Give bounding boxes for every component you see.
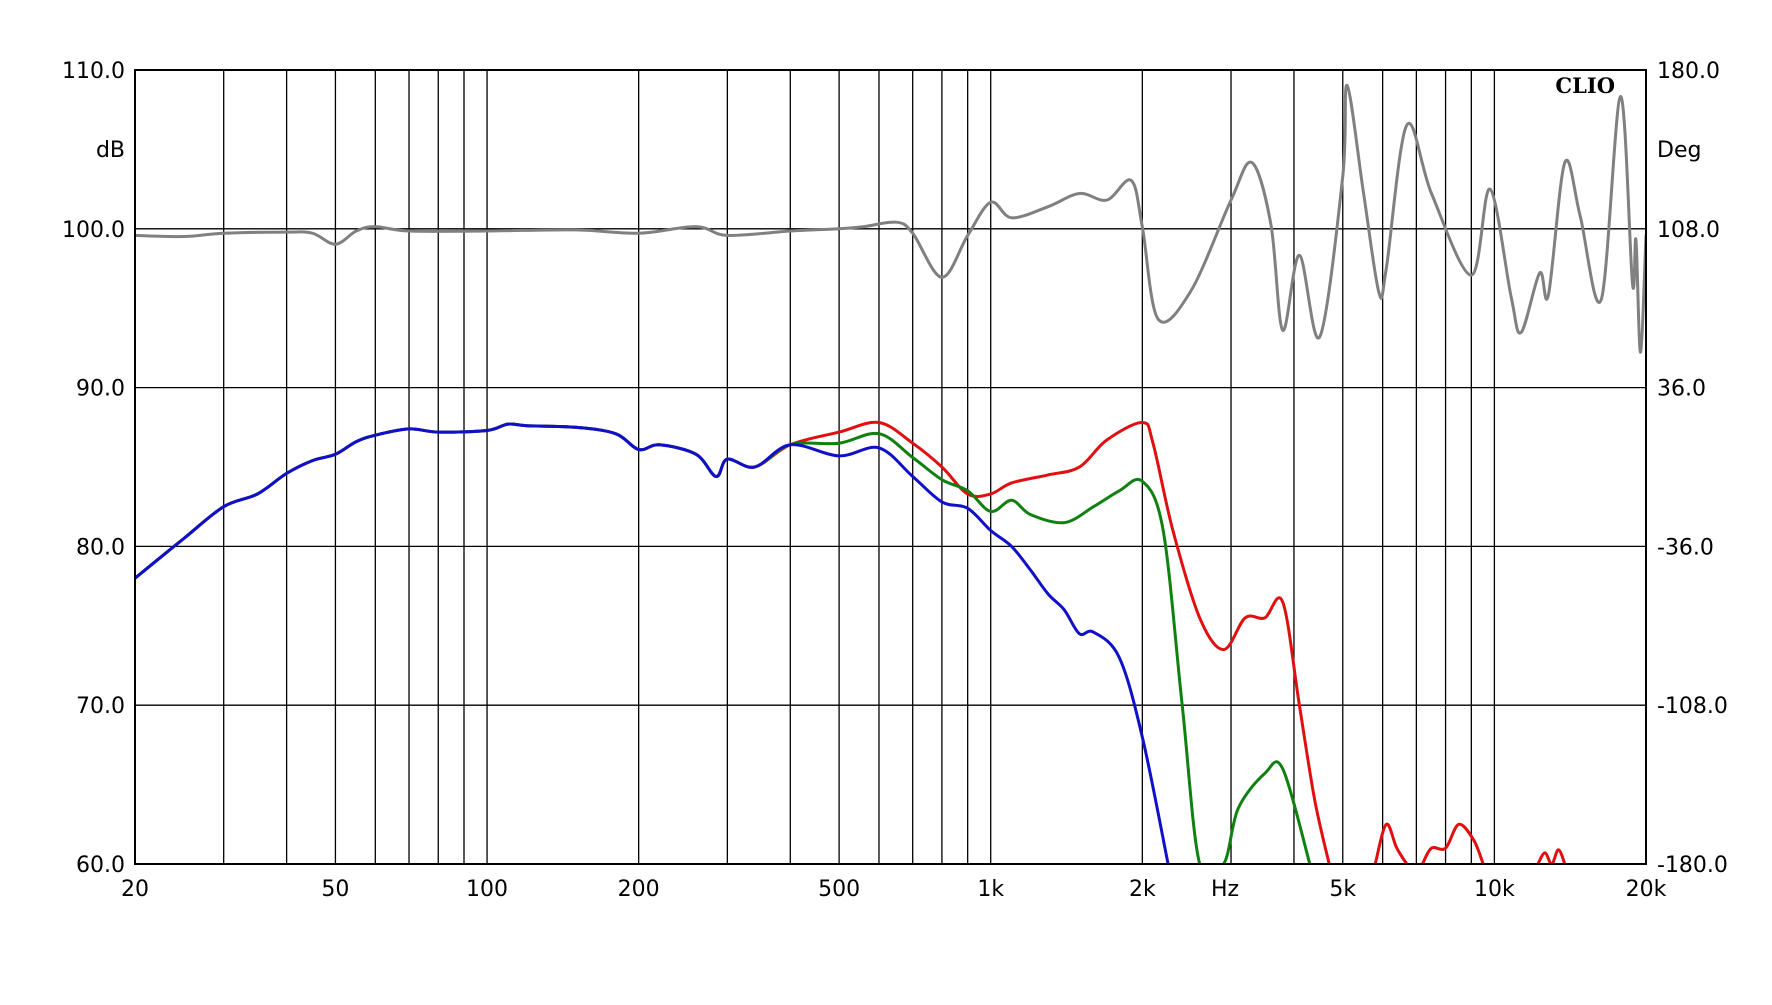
x-tick-label: 500 [818, 877, 860, 902]
response-series-line [1421, 822, 1485, 864]
x-tick-label: 20k [1626, 877, 1667, 902]
x-tick-label: 200 [618, 877, 660, 902]
response-series-line [135, 422, 1312, 864]
x-tick-label: 1k [977, 877, 1004, 902]
y-tick-label-left: 70.0 [76, 694, 125, 719]
x-tick-label: 5k [1329, 877, 1356, 902]
y-tick-label-right: -36.0 [1657, 535, 1714, 560]
x-tick-label: 2k [1129, 877, 1156, 902]
x-axis-unit: Hz [1211, 877, 1239, 902]
y-axis-right-unit: Deg [1657, 138, 1701, 163]
response-series-line [135, 422, 1170, 864]
y-tick-label-right: -180.0 [1657, 853, 1728, 878]
grid-layer [135, 70, 1646, 864]
y-axis-left-unit: dB [96, 138, 125, 163]
plot-frame [134, 69, 1647, 865]
y-tick-label-left: 60.0 [76, 853, 125, 878]
y-tick-label-left: 110.0 [62, 59, 125, 84]
x-tick-label: 20 [121, 877, 149, 902]
phase-series-line [135, 83, 1646, 354]
y-tick-label-right: 108.0 [1657, 218, 1720, 243]
x-tick-label: 100 [466, 877, 508, 902]
y-tick-label-left: 80.0 [76, 535, 125, 560]
label-layer: 110.0 100.0 90.0 80.0 70.0 60.0 180.0 108.0 36.0… [62, 59, 1728, 902]
y-tick-label-right: -108.0 [1657, 694, 1728, 719]
x-tick-label: 50 [321, 877, 349, 902]
response-series-line [1536, 848, 1567, 864]
x-tick-label: 10k [1474, 877, 1515, 902]
brand-label: CLIO [1555, 73, 1615, 98]
series-layer [135, 83, 1646, 864]
y-tick-label-left: 90.0 [76, 377, 125, 402]
y-tick-label-right: 180.0 [1657, 59, 1720, 84]
y-tick-label-left: 100.0 [62, 218, 125, 243]
y-tick-label-right: 36.0 [1657, 377, 1706, 402]
response-series-line [1373, 822, 1409, 864]
